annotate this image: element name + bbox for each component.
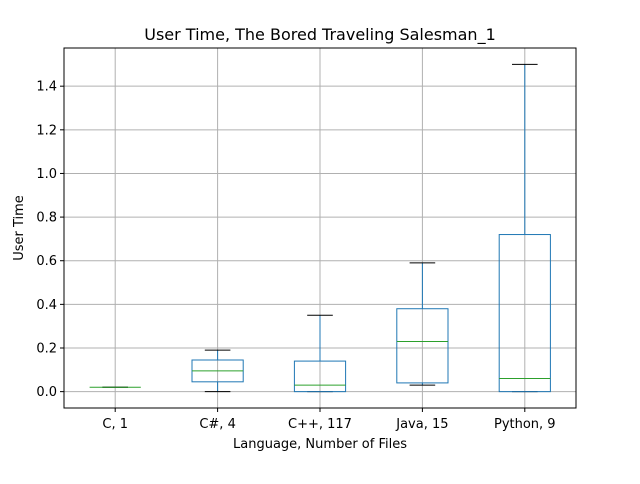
y-tick-label: 1.2 bbox=[36, 123, 57, 138]
box-plot bbox=[396, 262, 449, 386]
y-axis-ticks: 0.0 0.2 0.4 0.6 0.8 1.0 1.2 1.4 bbox=[36, 80, 64, 400]
box-iqr bbox=[293, 360, 347, 393]
y-tick-label: 0.4 bbox=[36, 298, 57, 313]
x-axis-ticks: C, 1 C#, 4 C++, 117 Java, 15 Python, 9 bbox=[102, 408, 556, 432]
x-axis-label: Language, Number of Files bbox=[233, 437, 407, 452]
x-tick-label: C, 1 bbox=[102, 417, 128, 432]
chart-title: User Time, The Bored Traveling Salesman_… bbox=[144, 25, 496, 45]
y-tick-label: 0.2 bbox=[36, 342, 57, 357]
y-axis-label: User Time bbox=[12, 195, 27, 261]
box-iqr bbox=[498, 234, 551, 393]
box-plots bbox=[89, 63, 551, 393]
y-tick-label: 1.4 bbox=[36, 80, 57, 95]
x-tick-label: C++, 117 bbox=[288, 417, 352, 432]
x-tick-label: C#, 4 bbox=[199, 417, 236, 432]
y-tick-label: 0.6 bbox=[36, 254, 57, 269]
y-tick-label: 0.8 bbox=[36, 211, 57, 226]
y-tick-label: 1.0 bbox=[36, 167, 57, 182]
box-plot bbox=[498, 63, 551, 393]
x-tick-label: Java, 15 bbox=[395, 417, 448, 432]
box-plot bbox=[191, 349, 244, 393]
x-tick-label: Python, 9 bbox=[494, 417, 556, 432]
y-tick-label: 0.0 bbox=[36, 385, 57, 400]
box-plot bbox=[293, 314, 347, 393]
box-iqr bbox=[396, 308, 449, 384]
